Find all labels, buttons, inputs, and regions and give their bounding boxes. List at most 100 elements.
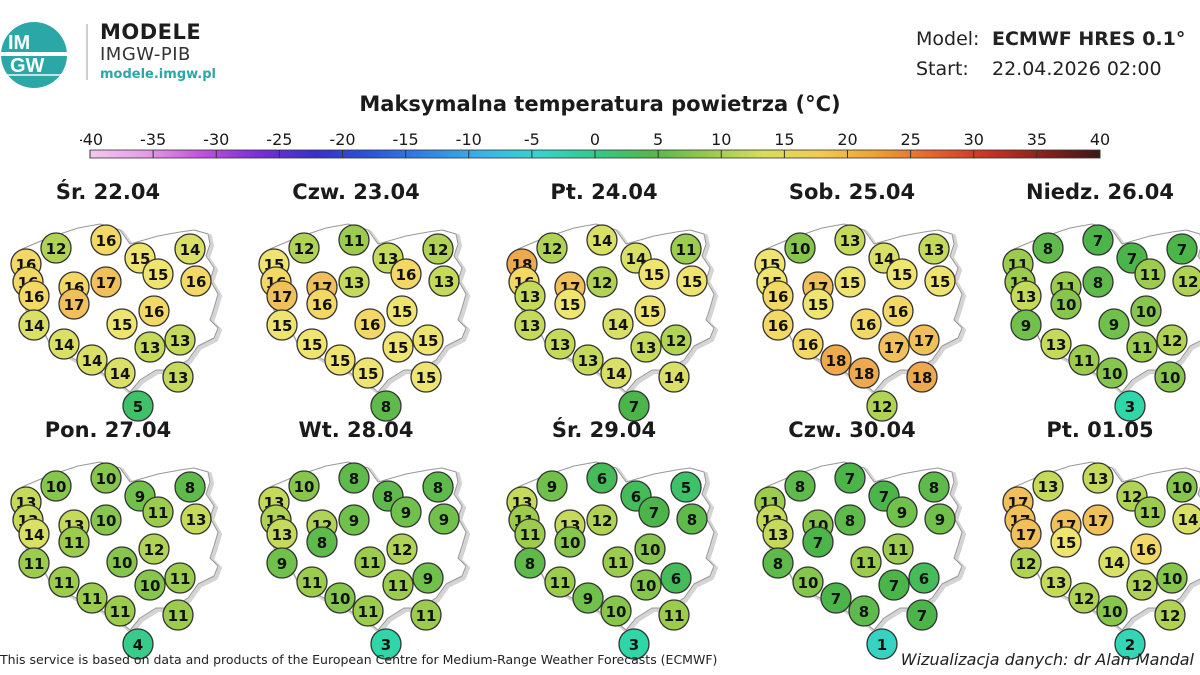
station-circle bbox=[1126, 331, 1158, 363]
station-marker: 14 bbox=[104, 357, 136, 389]
station-temp: 10 bbox=[1162, 570, 1183, 588]
brand-divider bbox=[86, 24, 88, 80]
station-circle bbox=[412, 324, 444, 356]
station-circle bbox=[1010, 309, 1042, 341]
station-circle bbox=[670, 233, 702, 265]
station-temp: 6 bbox=[919, 570, 929, 588]
station-circle bbox=[602, 546, 634, 578]
station-circle bbox=[834, 504, 866, 536]
day-map: 1396651113127811101081161110910113 bbox=[506, 461, 718, 660]
station-circle bbox=[162, 599, 194, 631]
station-temp: 6 bbox=[597, 470, 607, 488]
station-temp: 18 bbox=[912, 369, 933, 387]
station-temp: 14 bbox=[608, 316, 629, 334]
station-marker: 11 bbox=[1134, 496, 1166, 528]
station-circle bbox=[338, 462, 370, 494]
station-marker: 7 bbox=[878, 569, 910, 601]
station-temp: 13 bbox=[578, 352, 599, 370]
station-circle bbox=[848, 595, 880, 627]
station-marker: 15 bbox=[634, 295, 666, 327]
station-marker: 11 bbox=[352, 595, 384, 627]
station-temp: 11 bbox=[888, 541, 909, 559]
station-temp: 12 bbox=[592, 512, 613, 530]
station-circle bbox=[850, 308, 882, 340]
station-marker: 12 bbox=[288, 232, 320, 264]
station-temp: 7 bbox=[917, 607, 927, 625]
station-circle bbox=[586, 504, 618, 536]
station-circle bbox=[1154, 361, 1186, 393]
scale-tick-label: -30 bbox=[203, 130, 229, 149]
station-marker: 7 bbox=[820, 582, 852, 614]
station-marker: 11 bbox=[296, 566, 328, 598]
station-marker: 15 bbox=[554, 288, 586, 320]
station-temp: 10 bbox=[640, 541, 661, 559]
station-temp: 13 bbox=[140, 339, 161, 357]
station-circle bbox=[1114, 390, 1146, 422]
station-circle bbox=[138, 533, 170, 565]
station-marker: 12 bbox=[1010, 547, 1042, 579]
station-marker: 12 bbox=[1172, 265, 1200, 297]
station-marker: 14 bbox=[48, 328, 80, 360]
station-temp: 11 bbox=[1132, 339, 1153, 357]
model-label: Model: bbox=[916, 28, 980, 50]
station-marker: 13 bbox=[544, 328, 576, 360]
station-circle bbox=[296, 328, 328, 360]
station-marker: 8 bbox=[848, 595, 880, 627]
day-map: 11877813108991371181161077871 bbox=[754, 461, 966, 660]
station-temp: 11 bbox=[1140, 504, 1161, 522]
station-circle bbox=[390, 258, 422, 290]
scale-tick-label: 30 bbox=[964, 130, 984, 149]
station-temp: 12 bbox=[46, 240, 67, 258]
station-temp: 16 bbox=[768, 317, 789, 335]
station-temp: 9 bbox=[1021, 317, 1031, 335]
station-circle bbox=[390, 496, 422, 528]
station-marker: 7 bbox=[802, 526, 834, 558]
station-marker: 13 bbox=[762, 518, 794, 550]
station-temp: 8 bbox=[433, 479, 443, 497]
station-temp: 17 bbox=[1016, 526, 1037, 544]
station-circle bbox=[266, 309, 298, 341]
station-temp: 8 bbox=[929, 479, 939, 497]
station-marker: 12 bbox=[586, 504, 618, 536]
station-circle bbox=[1096, 357, 1128, 389]
station-circle bbox=[1156, 324, 1188, 356]
station-temp: 8 bbox=[381, 398, 391, 416]
brand-url-link[interactable]: modele.imgw.pl bbox=[100, 67, 216, 82]
day-title: Pon. 27.04 bbox=[44, 418, 172, 442]
station-marker: 11 bbox=[1068, 344, 1100, 376]
station-circle bbox=[370, 390, 402, 422]
station-circle bbox=[1082, 266, 1114, 298]
station-circle bbox=[600, 595, 632, 627]
station-temp: 12 bbox=[666, 332, 687, 350]
station-marker: 16 bbox=[390, 258, 422, 290]
station-circle bbox=[48, 566, 80, 598]
ecmwf-attribution: This service is based on data and produc… bbox=[0, 652, 718, 667]
station-circle bbox=[850, 546, 882, 578]
station-temp: 6 bbox=[671, 570, 681, 588]
station-temp: 9 bbox=[1109, 316, 1119, 334]
station-circle bbox=[382, 331, 414, 363]
station-marker: 7 bbox=[906, 599, 938, 631]
station-marker: 14 bbox=[1172, 503, 1200, 535]
station-temp: 15 bbox=[302, 336, 323, 354]
station-circle bbox=[784, 232, 816, 264]
station-circle bbox=[676, 265, 708, 297]
station-temp: 13 bbox=[520, 288, 541, 306]
station-temp: 13 bbox=[636, 339, 657, 357]
station-circle bbox=[834, 224, 866, 256]
station-circle bbox=[370, 628, 402, 660]
station-marker: 10 bbox=[288, 470, 320, 502]
brand-title: MODELE bbox=[100, 20, 202, 44]
station-temp: 10 bbox=[1172, 479, 1193, 497]
station-temp: 8 bbox=[1093, 274, 1103, 292]
station-marker: 13 bbox=[1032, 470, 1064, 502]
station-marker: 10 bbox=[134, 569, 166, 601]
station-temp: 11 bbox=[1074, 352, 1095, 370]
station-temp: 7 bbox=[629, 398, 639, 416]
station-temp: 13 bbox=[768, 526, 789, 544]
station-marker: 8 bbox=[174, 471, 206, 503]
day-map: 118777111181112131010991213111110103 bbox=[1002, 223, 1200, 422]
station-circle bbox=[266, 547, 298, 579]
station-temp: 18 bbox=[854, 365, 875, 383]
station-circle bbox=[1082, 504, 1114, 536]
